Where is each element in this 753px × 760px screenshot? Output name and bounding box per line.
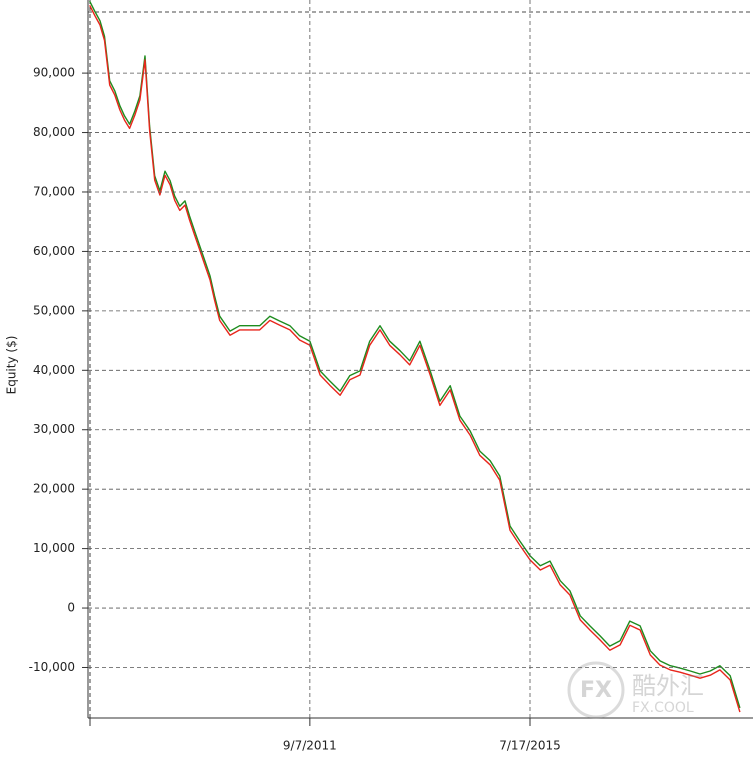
y-axis-title: Equity ($) [5, 336, 19, 395]
y-tick-label: 0 [67, 601, 75, 615]
y-tick-label: 20,000 [33, 482, 75, 496]
y-tick-label: 70,000 [33, 184, 75, 198]
x-tick-label: 9/7/2011 [283, 739, 337, 753]
y-tick-label: -10,000 [29, 660, 75, 674]
watermark: FX 酷外汇 FX.COOL [567, 661, 704, 719]
equity-line [89, 4, 741, 713]
y-tick-label: 90,000 [33, 66, 75, 80]
y-tick-label: 60,000 [33, 244, 75, 258]
watermark-name: 酷外汇 [632, 672, 704, 700]
watermark-logo: FX [580, 678, 612, 703]
x-tick-label: 7/17/2015 [499, 739, 561, 753]
plot-area [89, 0, 741, 713]
y-tick-label: 30,000 [33, 422, 75, 436]
y-tick-label: 50,000 [33, 303, 75, 317]
y-tick-label: 80,000 [33, 125, 75, 139]
y-tick-label: 40,000 [33, 363, 75, 377]
watermark-site: FX.COOL [632, 700, 694, 716]
watermark-circle [567, 661, 625, 719]
y-tick-label: 10,000 [33, 541, 75, 555]
